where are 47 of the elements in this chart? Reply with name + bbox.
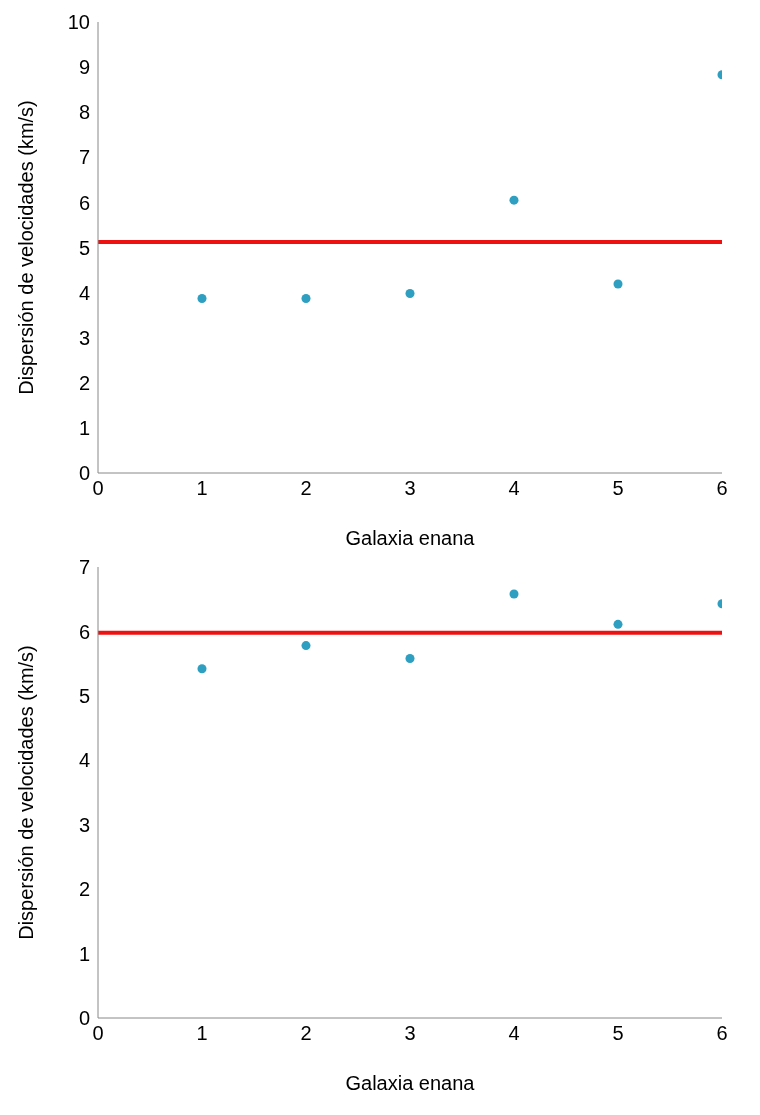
y-tick-label: 3 — [78, 326, 90, 349]
point — [197, 664, 207, 674]
x-axis-title: Galaxia enana — [345, 1072, 476, 1094]
x-tick-label: 6 — [716, 477, 728, 500]
x-tick-label: 6 — [716, 1022, 728, 1045]
x-tick-label: 3 — [404, 477, 416, 500]
y-tick-label: 0 — [78, 462, 90, 485]
point — [405, 289, 415, 299]
x-tick-label: 0 — [92, 477, 104, 500]
y-tick-label: 1 — [78, 417, 90, 439]
x-tick-label: 2 — [300, 1022, 312, 1045]
y-tick-label: 7 — [78, 146, 90, 169]
y-tick-label: 10 — [67, 11, 90, 34]
y-tick-label: 9 — [78, 56, 90, 79]
point — [509, 589, 519, 599]
y-tick-label: 3 — [78, 813, 90, 836]
x-tick-label: 2 — [300, 477, 312, 500]
point — [613, 619, 623, 629]
y-axis-title: Dispersión de velocidades (km/s) — [15, 645, 38, 940]
point — [301, 641, 311, 651]
x-tick-label: 1 — [196, 1022, 208, 1045]
y-tick-label: 4 — [78, 749, 90, 772]
point — [405, 653, 415, 663]
y-tick-label: 6 — [78, 191, 90, 214]
x-tick-label: 0 — [92, 1022, 104, 1045]
y-tick-label: 5 — [78, 684, 90, 707]
y-tick-label: 1 — [78, 942, 90, 965]
x-axis-title: Galaxia enana — [345, 527, 476, 549]
x-tick-label: 1 — [196, 477, 208, 500]
y-tick-label: 5 — [78, 236, 90, 259]
y-tick-label: 2 — [78, 371, 90, 394]
point — [509, 195, 519, 205]
point — [301, 293, 311, 303]
x-tick-label: 4 — [508, 477, 520, 500]
x-tick-label: 5 — [612, 1022, 624, 1045]
y-tick-label: 2 — [78, 878, 90, 901]
point — [613, 279, 623, 289]
y-tick-label: 8 — [78, 101, 90, 124]
point — [197, 293, 207, 303]
y-tick-label: 6 — [78, 620, 90, 643]
x-tick-label: 3 — [404, 1022, 416, 1045]
y-tick-label: 7 — [78, 556, 90, 579]
y-tick-label: 0 — [78, 1007, 90, 1030]
y-axis-title: Dispersión de velocidades (km/s) — [15, 100, 38, 395]
x-tick-label: 5 — [612, 477, 624, 500]
x-tick-label: 4 — [508, 1022, 520, 1045]
y-tick-label: 4 — [78, 281, 90, 304]
